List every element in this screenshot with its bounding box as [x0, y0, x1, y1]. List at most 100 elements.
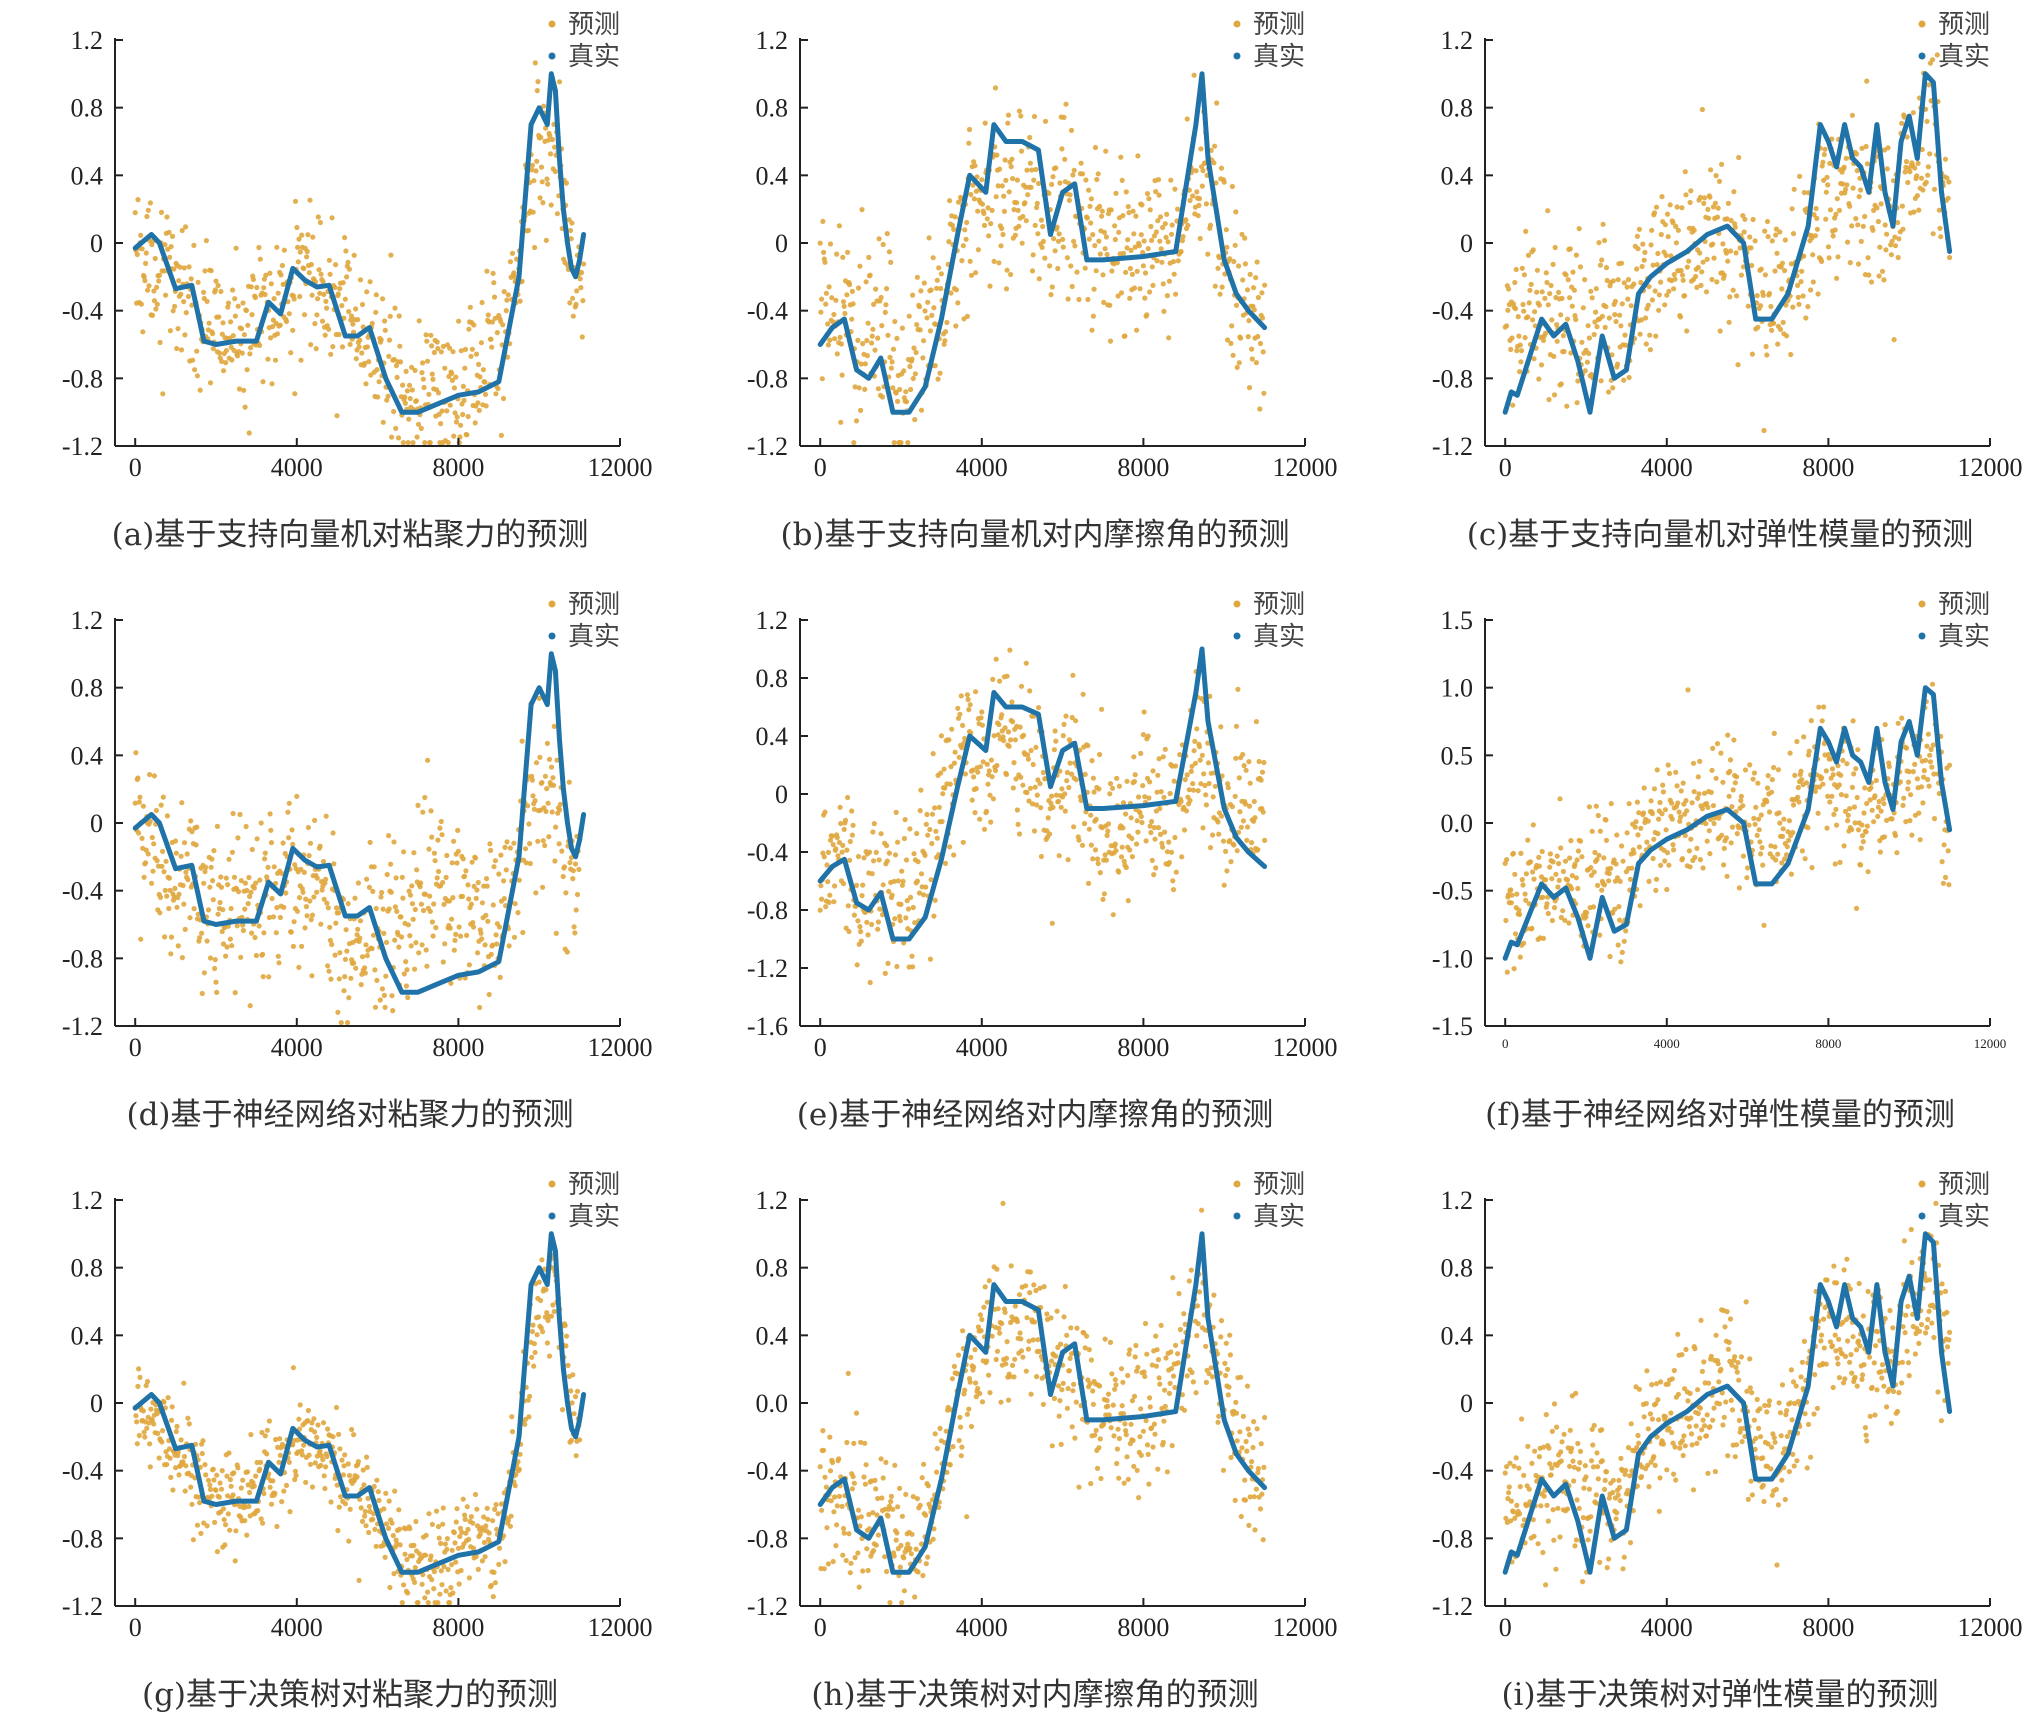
predicted-point [922, 280, 927, 285]
predicted-point [1014, 200, 1019, 205]
predicted-point [404, 983, 409, 988]
predicted-point [572, 930, 577, 935]
predicted-point [573, 302, 578, 307]
predicted-point [531, 1364, 536, 1369]
predicted-point [907, 364, 912, 369]
predicted-point [1204, 802, 1209, 807]
predicted-point [1244, 768, 1249, 773]
predicted-point [869, 922, 874, 927]
predicted-point [894, 1538, 899, 1543]
predicted-point [1246, 318, 1251, 323]
predicted-point [1094, 177, 1099, 182]
predicted-point [1767, 809, 1772, 814]
predicted-point [400, 383, 405, 388]
predicted-point [1659, 811, 1664, 816]
predicted-point [1260, 770, 1265, 775]
predicted-point [1858, 862, 1863, 867]
predicted-point [361, 1482, 366, 1487]
predicted-point [318, 1463, 323, 1468]
predicted-point [1721, 862, 1726, 867]
predicted-point [1744, 875, 1749, 880]
predicted-point [431, 1586, 436, 1591]
predicted-point [573, 861, 578, 866]
predicted-point [1094, 268, 1099, 273]
predicted-point [321, 292, 326, 297]
predicted-point [1555, 884, 1560, 889]
predicted-point [1620, 301, 1625, 306]
predicted-point [1814, 216, 1819, 221]
predicted-point [1197, 196, 1202, 201]
predicted-point [916, 859, 921, 864]
predicted-point [833, 298, 838, 303]
predicted-point [1031, 178, 1036, 183]
predicted-point [1035, 231, 1040, 236]
predicted-point [1844, 761, 1849, 766]
legend-predicted-label: 预测 [568, 1170, 620, 1200]
predicted-point [439, 349, 444, 354]
legend-actual-marker [1234, 633, 1241, 640]
predicted-point [394, 875, 399, 880]
predicted-point [565, 949, 570, 954]
predicted-point [1600, 314, 1605, 319]
predicted-point [176, 1472, 181, 1477]
predicted-point [307, 898, 312, 903]
predicted-point [1928, 759, 1933, 764]
predicted-point [517, 878, 522, 883]
predicted-point [1086, 188, 1091, 193]
x-tick-label: 4000 [271, 1613, 323, 1642]
predicted-point [1024, 661, 1029, 666]
predicted-point [1261, 810, 1266, 815]
predicted-point [1547, 291, 1552, 296]
predicted-point [1655, 831, 1660, 836]
predicted-point [1198, 236, 1203, 241]
predicted-point [1120, 825, 1125, 830]
predicted-point [223, 1522, 228, 1527]
predicted-point [1102, 891, 1107, 896]
predicted-point [939, 271, 944, 276]
predicted-point [268, 828, 273, 833]
predicted-point [531, 210, 536, 215]
predicted-point [209, 268, 214, 273]
predicted-point [1010, 719, 1015, 724]
predicted-point [1230, 804, 1235, 809]
predicted-point [388, 314, 393, 319]
predicted-point [458, 934, 463, 939]
predicted-point [896, 878, 901, 883]
predicted-point [170, 234, 175, 239]
x-tick-label: 8000 [432, 1613, 484, 1642]
predicted-point [1049, 794, 1054, 799]
predicted-point [218, 900, 223, 905]
predicted-point [1801, 293, 1806, 298]
predicted-point [372, 1527, 377, 1532]
predicted-point [402, 1552, 407, 1557]
predicted-point [903, 1492, 908, 1497]
predicted-point [424, 332, 429, 337]
predicted-point [1620, 859, 1625, 864]
predicted-point [362, 1514, 367, 1519]
predicted-point [842, 311, 847, 316]
predicted-point [1200, 753, 1205, 758]
predicted-point [1853, 216, 1858, 221]
predicted-point [1203, 792, 1208, 797]
predicted-point [979, 709, 984, 714]
predicted-point [299, 233, 304, 238]
predicted-point [1105, 833, 1110, 838]
predicted-point [1713, 201, 1718, 206]
predicted-point [1606, 389, 1611, 394]
predicted-point [840, 850, 845, 855]
predicted-point [172, 886, 177, 891]
predicted-point [437, 826, 442, 831]
predicted-point [1137, 286, 1142, 291]
predicted-point [1555, 339, 1560, 344]
predicted-point [387, 1499, 392, 1504]
predicted-point [439, 1582, 444, 1587]
predicted-point [346, 1539, 351, 1544]
predicted-point [1005, 674, 1010, 679]
predicted-point [1792, 187, 1797, 192]
predicted-point [522, 1422, 527, 1427]
predicted-point [386, 354, 391, 359]
predicted-point [827, 900, 832, 905]
predicted-point [844, 1558, 849, 1563]
predicted-point [244, 308, 249, 313]
predicted-point [1938, 234, 1943, 239]
